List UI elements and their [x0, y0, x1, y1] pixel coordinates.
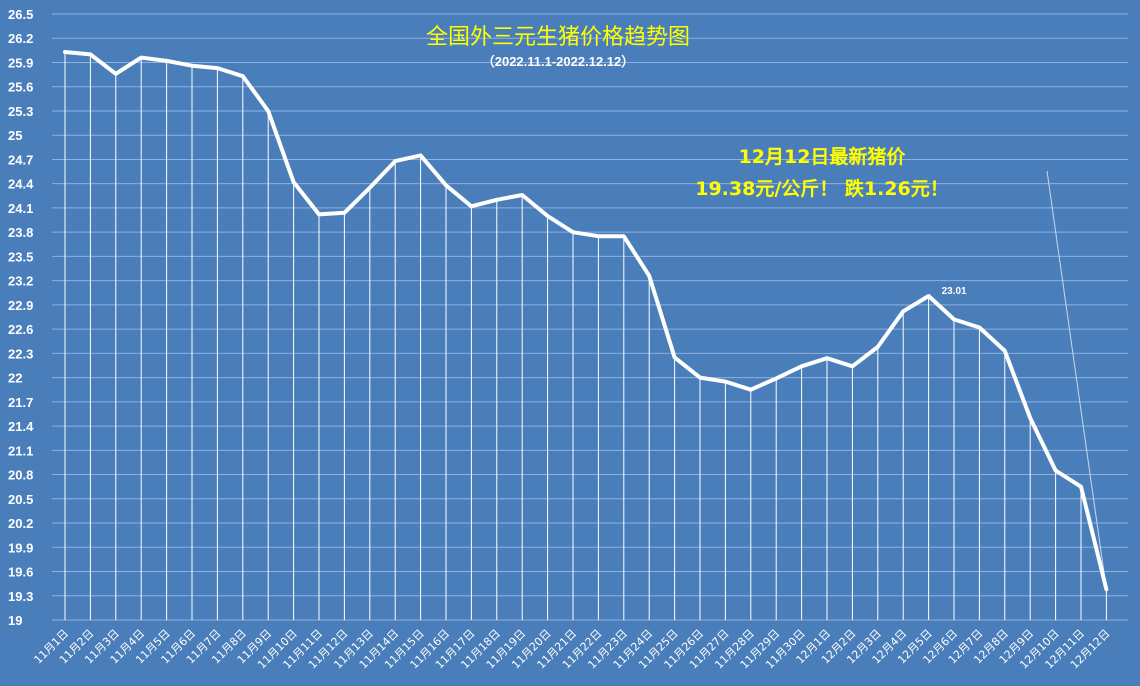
data-point	[774, 376, 778, 381]
y-tick-label: 25.3	[8, 104, 33, 119]
data-point	[368, 186, 372, 190]
data-label-peak: 23.01	[942, 286, 967, 297]
data-point	[241, 74, 245, 78]
series-points	[63, 50, 1108, 591]
data-point	[520, 193, 524, 197]
data-point	[596, 234, 601, 238]
data-point	[63, 50, 67, 54]
data-point	[444, 183, 448, 187]
data-point	[927, 294, 931, 298]
y-tick-label: 25	[8, 128, 22, 143]
y-tick-label: 22.3	[8, 346, 33, 361]
data-point	[825, 356, 829, 360]
data-point	[419, 153, 423, 157]
data-point	[571, 230, 575, 234]
data-point	[876, 345, 880, 349]
y-tick-label: 23.8	[8, 225, 33, 240]
y-tick-label: 20.8	[8, 468, 33, 483]
data-point	[901, 309, 905, 313]
y-tick-label: 20.5	[8, 492, 33, 507]
y-tick-label: 26.5	[8, 7, 33, 22]
data-point	[88, 52, 92, 57]
data-point	[723, 380, 728, 384]
data-point	[1028, 416, 1032, 420]
data-point	[977, 325, 982, 330]
y-tick-label: 22.6	[8, 322, 33, 337]
data-point	[673, 355, 677, 359]
annotation-leader-line	[1046, 170, 1107, 590]
data-point	[317, 212, 321, 216]
data-point	[622, 234, 626, 238]
y-tick-label: 20.2	[8, 516, 33, 531]
y-tick-label: 24.4	[8, 177, 34, 192]
chart-subtitle: （2022.11.1-2022.12.12）	[482, 54, 635, 69]
data-point	[546, 214, 550, 218]
data-point	[1104, 587, 1108, 591]
data-point	[850, 364, 855, 368]
y-tick-label: 21.4	[8, 419, 34, 434]
gridlines	[52, 13, 1128, 621]
y-tick-label: 19.3	[8, 589, 33, 604]
y-tick-label: 19.9	[8, 540, 33, 555]
annotation-line-1: 12月12日最新猪价	[739, 145, 907, 168]
data-point	[114, 72, 118, 76]
y-tick-label: 22.9	[8, 298, 33, 313]
data-point	[215, 66, 219, 70]
chart-title: 全国外三元生猪价格趋势图	[426, 25, 690, 50]
data-point	[190, 64, 194, 68]
y-tick-label: 24.7	[8, 152, 33, 167]
data-point	[139, 56, 143, 60]
y-tick-label: 21.7	[8, 395, 33, 410]
data-point	[1054, 468, 1058, 473]
y-tick-label: 25.9	[8, 55, 33, 70]
data-point	[800, 364, 804, 368]
y-tick-label: 22	[8, 371, 22, 386]
y-tick-label: 19	[8, 613, 22, 628]
data-point	[698, 376, 702, 380]
y-tick-label: 19.6	[8, 565, 33, 580]
data-point	[342, 211, 346, 215]
data-point	[952, 317, 956, 322]
data-point	[1079, 485, 1083, 489]
data-point	[165, 59, 169, 63]
y-tick-label: 23.2	[8, 274, 33, 289]
data-point	[292, 180, 296, 184]
price-series-line	[63, 50, 1109, 592]
data-point	[266, 109, 270, 113]
data-point	[647, 274, 651, 278]
data-point	[749, 388, 753, 392]
y-axis-ticks: 19 19.3 19.6 19.9 20.2 20.5 20.8 21.1 21.4 21.7 22…	[8, 7, 34, 628]
y-tick-label: 21.1	[8, 443, 33, 458]
data-point	[1003, 349, 1007, 353]
annotation-line-2: 19.38元/公斤！ 跌1.26元！	[695, 177, 949, 200]
y-tick-label: 26.2	[8, 31, 33, 46]
data-point	[469, 204, 473, 208]
drop-lines	[64, 51, 1107, 620]
y-tick-label: 23.5	[8, 249, 33, 264]
y-tick-label: 25.6	[8, 80, 33, 95]
y-tick-label: 24.1	[8, 201, 33, 216]
data-point	[495, 198, 499, 202]
data-point	[393, 159, 397, 163]
